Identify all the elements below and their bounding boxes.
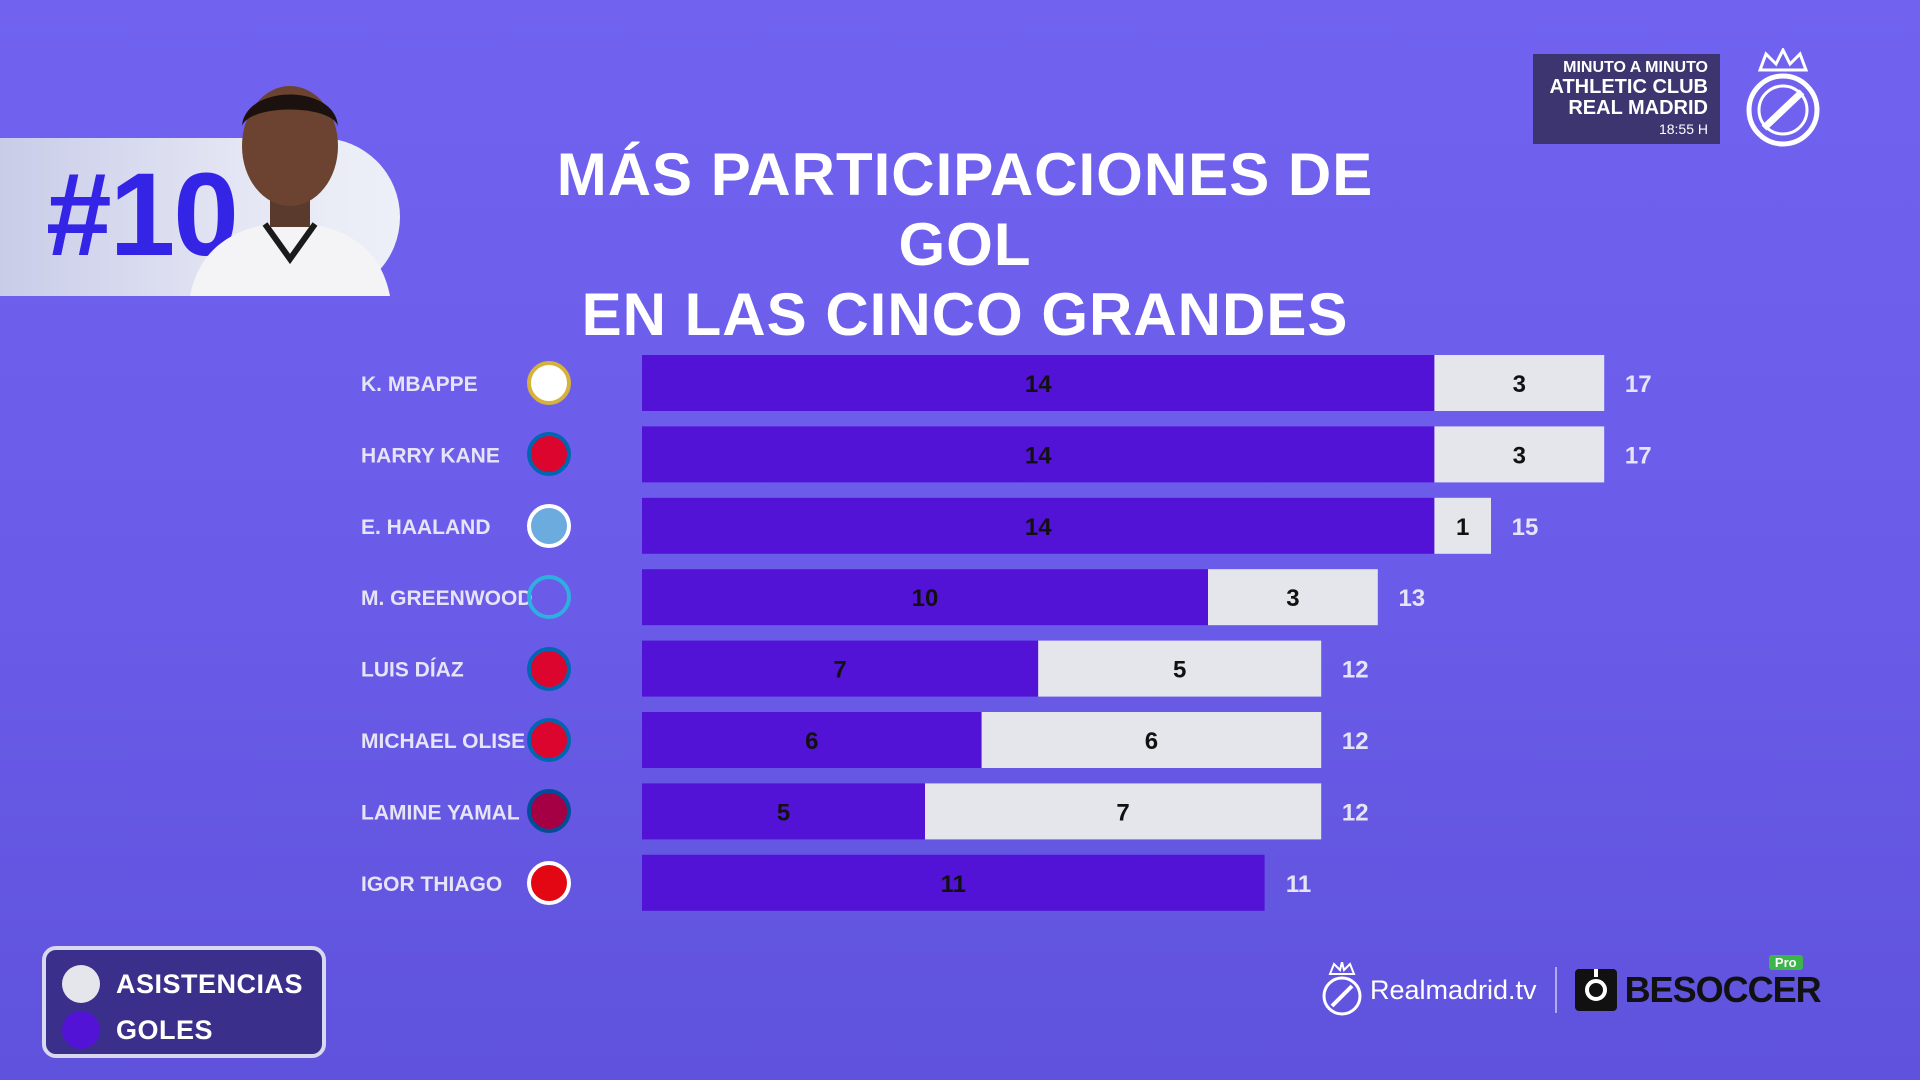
club-crest-icon <box>527 503 571 548</box>
assists-bar <box>1208 569 1378 626</box>
total-value-label: 12 <box>1342 728 1369 755</box>
assists-bar <box>1434 355 1605 411</box>
player-name: HARRY KANE <box>361 444 500 467</box>
goals-bar <box>642 640 1039 697</box>
goals-bar <box>642 569 1208 626</box>
total-value-label: 17 <box>1625 442 1652 469</box>
club-crest-icon <box>527 432 571 477</box>
live-team-1: ATHLETIC CLUB <box>1549 76 1709 98</box>
assists-bar <box>1038 640 1322 697</box>
legend-assists: ASISTENCIAS <box>62 964 303 1004</box>
footer-logos: Realmadrid.tv BESOCCER Pro <box>1320 955 1822 1020</box>
besoccer-logo-icon <box>1574 969 1617 1011</box>
assists-value-label: 6 <box>1145 728 1158 755</box>
player-name: MICHAEL OLISE <box>361 730 525 753</box>
goals-value-label: 10 <box>912 585 939 612</box>
live-kicker: MINUTO A MINUTO <box>1563 59 1708 76</box>
player-name: IGOR THIAGO <box>361 873 502 896</box>
total-value-label: 12 <box>1342 657 1369 684</box>
partner-name: BESOCCER Pro <box>1624 955 1822 1011</box>
partner-name-text: BESOCCER <box>1624 969 1822 1010</box>
partner-pro-tag: Pro <box>1768 955 1803 970</box>
goals-value-label: 14 <box>1025 514 1052 541</box>
legend-goals: GOLES <box>62 1010 213 1050</box>
goals-value-label: 11 <box>941 871 966 898</box>
legend-assists-swatch <box>62 965 100 1003</box>
legend-goals-swatch <box>62 1011 100 1049</box>
realmadrid-tv-logo-icon <box>1322 962 1362 1016</box>
assists-bar <box>1434 497 1491 554</box>
total-value-label: 13 <box>1398 585 1425 612</box>
goals-value-label: 6 <box>805 728 818 755</box>
assists-value-label: 5 <box>1173 657 1186 684</box>
goals-bar <box>642 783 925 840</box>
legend-assists-label: ASISTENCIAS <box>116 968 304 999</box>
legend-goals-label: GOLES <box>116 1014 214 1045</box>
total-value-label: 15 <box>1512 514 1539 541</box>
channel-name: Realmadrid.tv <box>1370 974 1537 1005</box>
goals-bar <box>642 426 1435 483</box>
live-team-2: REAL MADRID <box>1568 97 1708 119</box>
player-name: K. MBAPPE <box>361 373 478 396</box>
player-name: M. GREENWOOD <box>361 587 533 610</box>
title-line-1: MÁS PARTICIPACIONES DE GOL <box>556 141 1374 278</box>
total-value-label: 11 <box>1286 871 1311 898</box>
assists-bar <box>925 783 1322 840</box>
club-crest-icon <box>527 789 571 834</box>
assists-value-label: 1 <box>1456 514 1469 541</box>
assists-value-label: 3 <box>1513 442 1526 469</box>
goals-bar <box>642 497 1435 554</box>
assists-value-label: 3 <box>1513 371 1526 398</box>
goals-value-label: 7 <box>833 657 846 684</box>
club-crest-icon <box>527 361 571 405</box>
goals-value-label: 14 <box>1025 442 1052 469</box>
player-photo <box>190 86 390 296</box>
assists-value-label: 3 <box>1286 585 1299 612</box>
club-crest-icon <box>527 718 571 762</box>
goals-value-label: 14 <box>1025 371 1052 398</box>
total-value-label: 12 <box>1342 799 1369 826</box>
assists-bar <box>981 712 1322 768</box>
total-value-label: 17 <box>1625 371 1652 398</box>
goals-bar <box>642 854 1265 911</box>
assists-value-label: 7 <box>1116 799 1129 826</box>
live-match-box: MINUTO A MINUTO ATHLETIC CLUB REAL MADRI… <box>1533 54 1720 144</box>
player-name: E. HAALAND <box>361 516 491 539</box>
live-time: 18:55 H <box>1658 121 1708 137</box>
club-crest-icon <box>527 646 571 691</box>
club-crest-icon <box>527 575 571 620</box>
legend: ASISTENCIAS GOLES <box>42 946 326 1058</box>
real-madrid-crest-icon <box>1746 48 1820 147</box>
footer-separator <box>1554 967 1557 1013</box>
goals-bar <box>642 712 982 768</box>
goals-value-label: 5 <box>777 799 790 826</box>
assists-bar <box>1434 426 1605 483</box>
goals-bar <box>642 355 1435 411</box>
player-name: LAMINE YAMAL <box>361 801 520 824</box>
club-crest-icon <box>527 860 571 905</box>
player-name: LUIS DÍAZ <box>361 659 464 682</box>
